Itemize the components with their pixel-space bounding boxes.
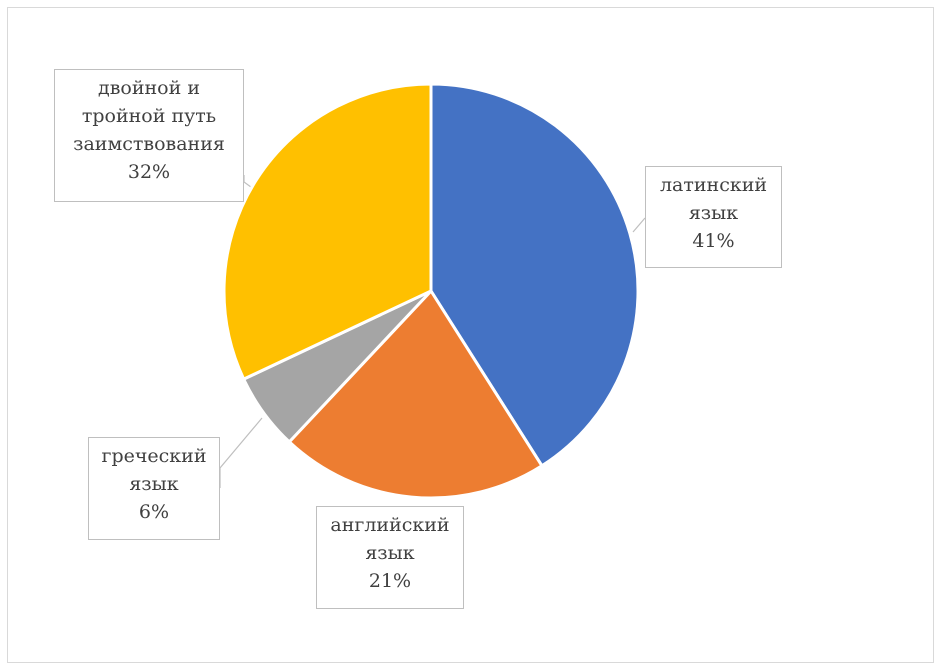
data-label-double-triple-line2: тройной путь <box>81 105 217 127</box>
pie-slices <box>222 82 640 500</box>
data-label-double-triple: двойной и тройной путь заимствования 32% <box>54 69 244 202</box>
data-label-latin-line2: язык <box>688 202 739 224</box>
data-label-latin-line1: латинский <box>659 174 768 196</box>
pie-slice-double-triple <box>222 82 433 381</box>
data-label-greek: греческий язык 6% <box>88 437 220 540</box>
data-label-greek-line1: греческий <box>101 445 207 467</box>
data-label-english: английский язык 21% <box>316 506 464 609</box>
data-label-greek-percent: 6% <box>138 501 170 523</box>
data-label-english-line1: английский <box>330 514 450 536</box>
data-label-english-percent: 21% <box>368 570 412 592</box>
data-label-latin-percent: 41% <box>692 230 735 252</box>
data-label-double-triple-line1: двойной и <box>98 77 200 99</box>
data-label-double-triple-percent: 32% <box>127 161 171 183</box>
data-label-double-triple-line3: заимствования <box>73 133 225 155</box>
data-label-latin: латинский язык 41% <box>645 166 782 268</box>
data-label-english-line2: язык <box>365 542 415 564</box>
pie-slice-english <box>287 289 544 500</box>
leader-line-latin <box>632 217 646 233</box>
data-label-greek-line2: язык <box>129 473 179 495</box>
leader-line-greek <box>219 417 263 488</box>
